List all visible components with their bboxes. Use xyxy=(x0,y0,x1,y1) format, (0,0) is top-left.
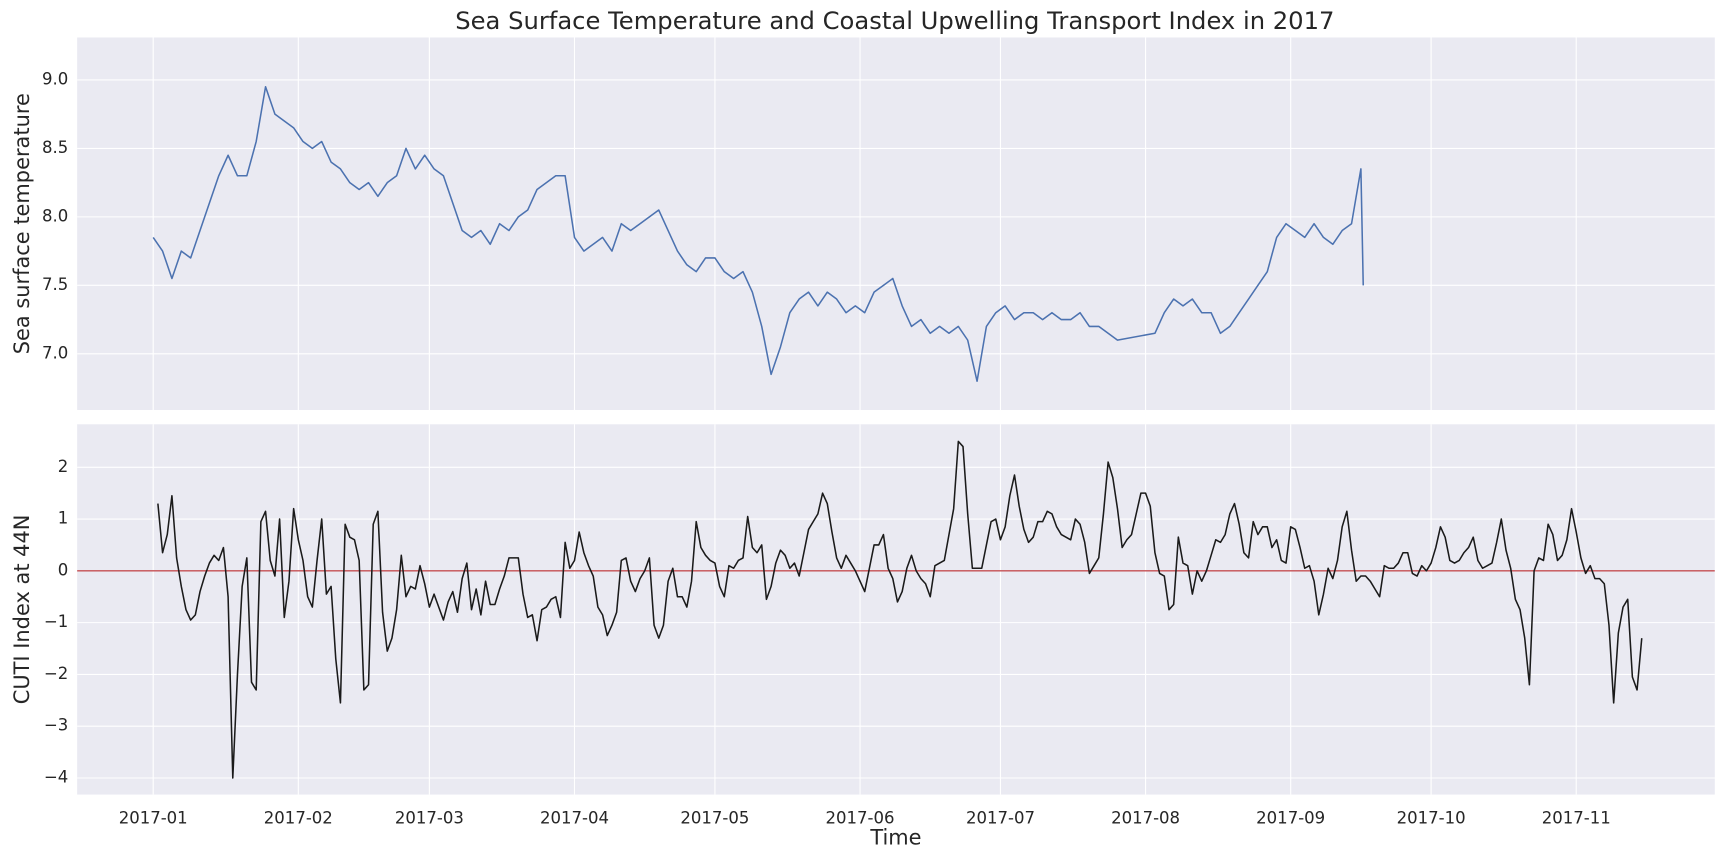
y-tick-label: 7.0 xyxy=(42,343,68,362)
data-line xyxy=(152,86,1365,382)
y-tick-label: −2 xyxy=(44,664,68,683)
y-tick-label: −4 xyxy=(44,767,68,786)
x-tick-label: 2017-06 xyxy=(826,808,895,827)
y-tick-label: 9.0 xyxy=(42,69,68,88)
x-tick-label: 2017-05 xyxy=(680,808,749,827)
y-tick-label: 1 xyxy=(58,509,69,528)
x-tick-label: 2017-03 xyxy=(395,808,464,827)
y-axis-label: CUTI Index at 44N xyxy=(10,515,34,705)
y-tick-label: 7.5 xyxy=(42,275,68,294)
y-tick-label: 8.5 xyxy=(42,138,68,157)
x-tick-label: 2017-04 xyxy=(540,808,609,827)
plot-background xyxy=(77,37,1715,410)
y-tick-label: −1 xyxy=(44,612,68,631)
chart-title: Sea Surface Temperature and Coastal Upwe… xyxy=(455,6,1334,35)
x-tick-label: 2017-08 xyxy=(1111,808,1180,827)
plot-background xyxy=(77,424,1715,795)
x-axis-label: Time xyxy=(869,826,921,850)
y-axis-label: Sea surface temperature xyxy=(10,93,34,354)
x-tick-label: 2017-01 xyxy=(119,808,188,827)
x-tick-label: 2017-02 xyxy=(264,808,333,827)
y-tick-label: 0 xyxy=(58,560,69,579)
x-tick-label: 2017-07 xyxy=(966,808,1035,827)
y-tick-label: 2 xyxy=(58,457,69,476)
x-tick-label: 2017-11 xyxy=(1542,808,1611,827)
y-tick-label: 8.0 xyxy=(42,206,68,225)
x-tick-label: 2017-09 xyxy=(1256,808,1325,827)
data-line xyxy=(157,440,1643,779)
x-tick-label: 2017-10 xyxy=(1397,808,1466,827)
y-tick-label: −3 xyxy=(44,716,68,735)
